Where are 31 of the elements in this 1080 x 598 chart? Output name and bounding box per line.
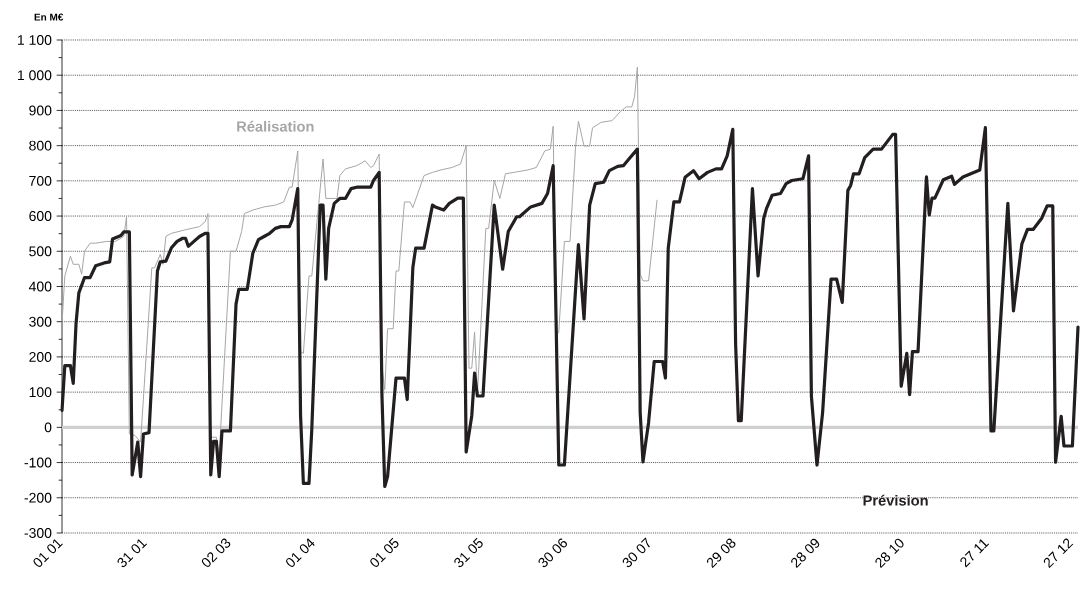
x-tick-label: 30 07 xyxy=(622,537,650,568)
x-tick-label: 02 03 xyxy=(201,538,231,567)
y-tick-label: 1 100 xyxy=(18,35,52,45)
y-axis-title: En M€ xyxy=(34,13,64,21)
y-tick-label: 300 xyxy=(29,316,52,327)
x-tick-label: 29 08 xyxy=(706,538,736,569)
y-tick-label: 1 000 xyxy=(18,70,52,81)
y-tick-label: -200 xyxy=(24,492,52,503)
x-tick-label: 31 05 xyxy=(454,537,483,568)
x-tick-label: 28 10 xyxy=(875,538,904,569)
y-tick-label: -300 xyxy=(24,528,52,538)
text: Prévision xyxy=(863,494,928,506)
x-tick-label: 01 04 xyxy=(286,538,315,567)
x-tick-label: 27 11 xyxy=(960,539,990,568)
x-tick-label: 31 01 xyxy=(117,539,148,568)
y-tick-label: 700 xyxy=(29,175,52,186)
y-tick-label: 600 xyxy=(29,211,52,222)
y-tick-label: 900 xyxy=(29,105,52,116)
y-tick-label: 500 xyxy=(29,246,52,257)
y-tick-label: 100 xyxy=(29,387,52,398)
series-label: Réalisation xyxy=(237,120,314,132)
y-tick-label: -100 xyxy=(24,457,52,468)
x-tick-label: 28 09 xyxy=(791,538,820,569)
x-tick-label: 30 06 xyxy=(538,538,567,568)
y-tick-label: 400 xyxy=(28,281,52,292)
x-tick-label: 01 05 xyxy=(370,537,399,567)
y-tick-label: 200 xyxy=(29,351,52,362)
y-tick-label: 0 xyxy=(44,422,52,433)
x-tick-label: 01 01 xyxy=(33,539,63,567)
y-tick-label: 800 xyxy=(29,140,52,151)
x-tick-label: 27 12 xyxy=(1043,538,1074,569)
